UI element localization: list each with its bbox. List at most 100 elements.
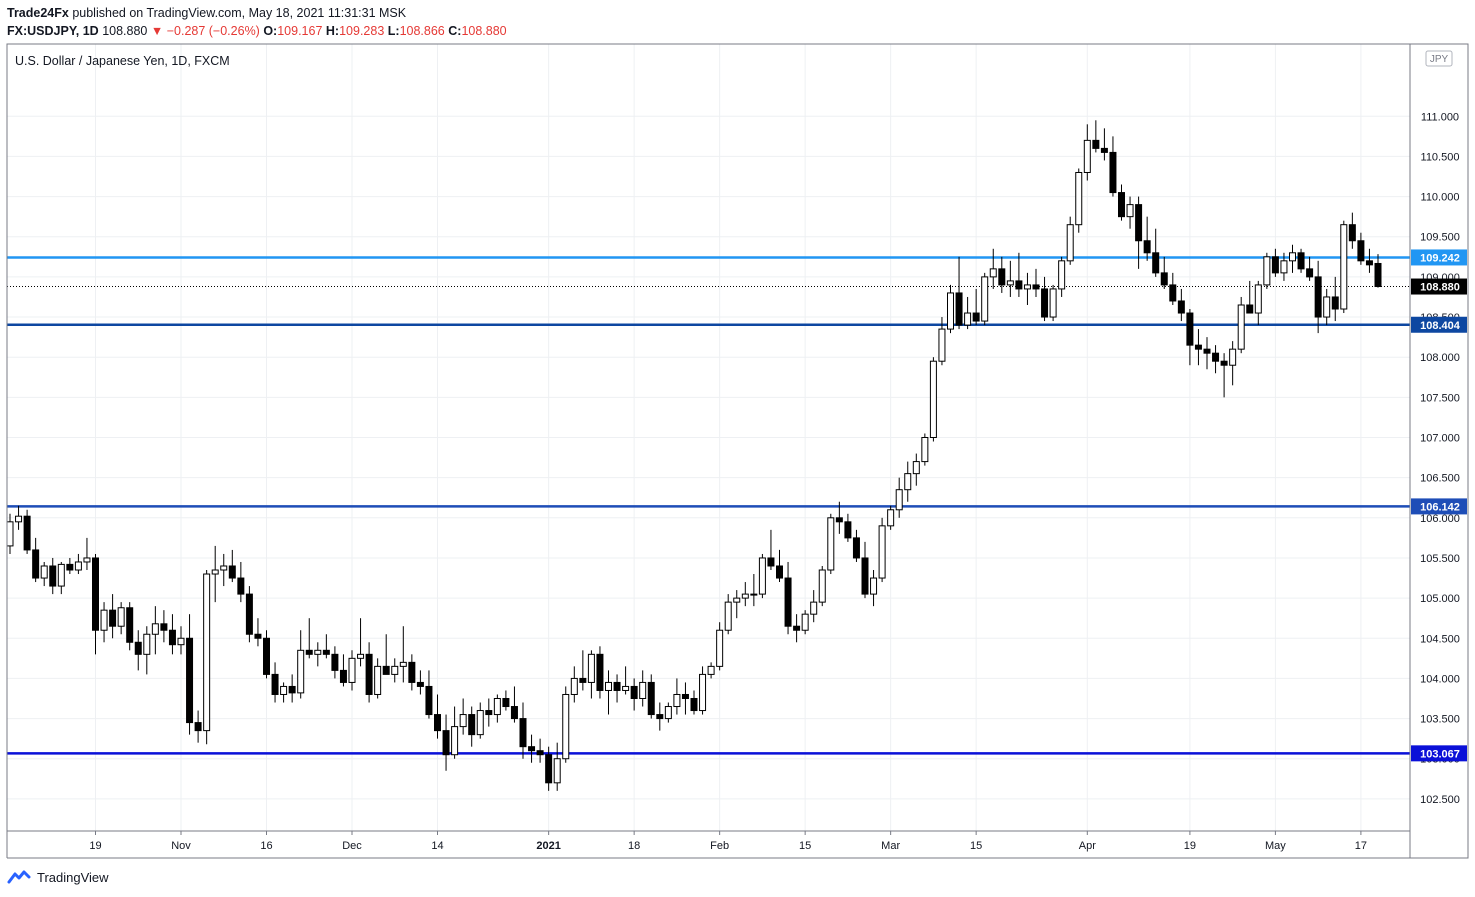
currency-badge[interactable]: JPY <box>1425 50 1453 67</box>
chart-frame <box>6 43 1469 859</box>
candle-body-down <box>793 625 801 631</box>
candle-body-up <box>1263 256 1271 286</box>
level-price-label[interactable]: 103.067 <box>1411 745 1467 762</box>
candle <box>220 553 228 587</box>
candle-body-up <box>758 557 766 595</box>
axis-border <box>1409 43 1469 859</box>
candle <box>758 553 766 599</box>
x-tick-label: Nov <box>171 840 191 852</box>
candle <box>741 582 749 607</box>
y-tick-label: 109.500 <box>1420 232 1460 244</box>
candle-body-down <box>271 673 279 695</box>
candle <box>827 513 835 575</box>
candle <box>434 694 441 739</box>
candle <box>1041 276 1049 322</box>
y-tick-label: 105.000 <box>1420 593 1460 605</box>
candle-body-down <box>468 714 476 736</box>
candle-body-up <box>203 573 211 732</box>
candle-body-down <box>442 730 450 756</box>
candle <box>168 614 176 655</box>
candle <box>921 433 929 466</box>
level-price-label-text: 109.242 <box>1420 252 1460 264</box>
level-price-label[interactable]: 108.404 <box>1411 316 1467 333</box>
candle <box>707 662 715 679</box>
candle-body-down <box>1374 262 1382 288</box>
candle-body-up <box>280 685 288 695</box>
candle-body-down <box>160 623 168 631</box>
level-price-label-text: 103.067 <box>1420 748 1460 760</box>
candle <box>425 670 433 719</box>
candle <box>690 690 698 715</box>
candle-body-up <box>391 665 399 675</box>
candle <box>49 557 57 595</box>
candle <box>716 622 724 671</box>
candle-body-down <box>955 292 963 326</box>
y-tick-label: 104.000 <box>1420 673 1460 685</box>
candle-body-down <box>109 609 117 627</box>
candle-body-up <box>493 697 501 716</box>
candle <box>322 634 330 659</box>
candle-body-up <box>1323 296 1331 318</box>
candle <box>904 461 912 502</box>
candle <box>399 626 407 683</box>
candle <box>673 678 681 715</box>
candle <box>784 561 792 635</box>
candle <box>587 650 595 699</box>
candle <box>613 674 621 703</box>
candle-body-up <box>887 509 895 527</box>
candle-body-up <box>177 637 185 646</box>
level-price-label-text: 106.142 <box>1420 501 1460 513</box>
level-price-label[interactable]: 109.242 <box>1411 249 1467 266</box>
candle-body-up <box>895 489 903 511</box>
y-tick-label: 104.500 <box>1420 633 1460 645</box>
candle-body-down <box>1194 344 1202 350</box>
horizontal-lines[interactable] <box>7 256 1410 755</box>
candle <box>929 357 937 442</box>
candle-body-up <box>1006 280 1014 286</box>
candle <box>134 630 142 671</box>
candle-body-down <box>1203 348 1211 354</box>
candle <box>510 686 518 723</box>
candle-body-up <box>83 557 91 563</box>
level-price-label-bg <box>1411 316 1467 333</box>
candle <box>1075 168 1083 233</box>
candle-body-up <box>143 633 151 655</box>
candle-body-down <box>1212 352 1220 362</box>
candle-body-down <box>579 677 587 683</box>
candle <box>1246 280 1254 314</box>
candle-body-down <box>972 312 980 322</box>
candle-body-up <box>211 569 219 575</box>
publisher-name[interactable]: Trade24Fx <box>7 6 69 20</box>
candle <box>793 614 801 643</box>
tradingview-brand[interactable]: TradingView <box>37 869 109 885</box>
candle-body-up <box>587 653 595 683</box>
candle-body-down <box>1169 284 1177 302</box>
candle-body-down <box>134 641 142 655</box>
candle <box>947 284 954 334</box>
candle-body-down <box>1357 240 1365 262</box>
candle <box>57 561 65 595</box>
candle-body-up <box>929 360 937 439</box>
price-axis[interactable]: 102.500103.000103.500104.000104.500105.0… <box>1411 111 1467 806</box>
symbol-name[interactable]: FX:USDJPY, 1D <box>7 24 99 38</box>
candle <box>194 710 202 743</box>
candle <box>1229 341 1237 386</box>
time-axis[interactable]: 19 Nov 16 Dec 14 2021 18 Feb 15 Mar 15 Apr 19 May 17 <box>89 831 1367 852</box>
candle <box>502 690 510 711</box>
candle <box>211 545 219 603</box>
candle-body-up <box>733 597 741 603</box>
candle-body-up <box>750 593 758 596</box>
candle <box>228 549 236 583</box>
candle <box>1297 248 1305 273</box>
current-price-label[interactable]: 108.880 <box>1411 278 1467 295</box>
candle <box>844 513 852 542</box>
candle <box>1348 212 1356 249</box>
open-value: 109.167 <box>277 24 323 38</box>
candle <box>1032 268 1040 297</box>
level-price-label[interactable]: 106.142 <box>1411 498 1467 515</box>
chart-title: U.S. Dollar / Japanese Yen, 1D, FXCM <box>15 54 230 68</box>
current-price-label-text: 108.880 <box>1420 282 1460 294</box>
candle-body-down <box>1348 224 1356 242</box>
candle-body-up <box>964 312 972 326</box>
